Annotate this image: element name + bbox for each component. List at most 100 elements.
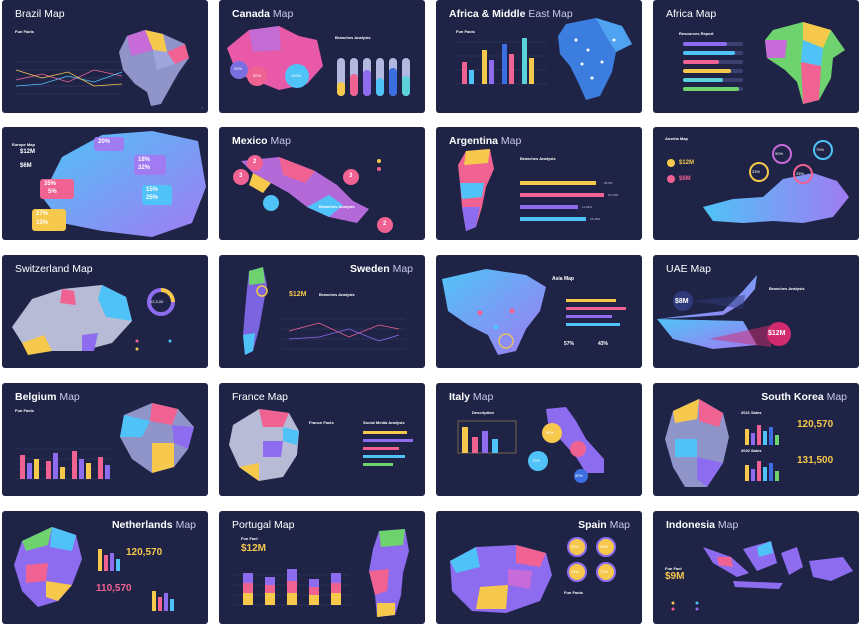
label: Fun Fact bbox=[665, 566, 682, 571]
label: Branches Analysis bbox=[319, 292, 355, 297]
portugal-3d-bars bbox=[233, 529, 409, 617]
pct-label: 90% bbox=[775, 151, 784, 156]
slide-title: Netherlands Map bbox=[111, 519, 196, 531]
europe-map bbox=[32, 131, 206, 237]
count-label: 3 bbox=[349, 173, 353, 179]
slide-france[interactable]: France Map France Facts Social Media Ana… bbox=[219, 383, 425, 496]
slide-argentina[interactable]: Argentina Map Branches Analysis 25.5% 51… bbox=[436, 127, 642, 240]
slide-title: Italy Map bbox=[449, 391, 494, 403]
count-label: 2 bbox=[253, 159, 257, 165]
sweden-line-chart bbox=[243, 267, 405, 355]
slide-canada[interactable]: Canada Map Branches Analysis 20% 50% 100… bbox=[219, 0, 425, 113]
slide-mexico[interactable]: Mexico Map 2 3 3 2 Branches Analysis bbox=[219, 127, 425, 240]
slide-africa[interactable]: Africa Map Resources Report bbox=[653, 0, 859, 113]
pct-label: 53% bbox=[571, 544, 580, 549]
label: 2022 Sales bbox=[741, 448, 762, 453]
label: Fun Facts bbox=[15, 408, 34, 413]
korea-bar-map bbox=[665, 399, 779, 487]
label: Asia Map bbox=[552, 276, 574, 282]
pct-label: 15% bbox=[146, 187, 159, 193]
label: France Facts bbox=[309, 420, 334, 425]
label: 2021 Sales bbox=[741, 410, 762, 415]
pct-label: 60% bbox=[546, 430, 555, 435]
austria-map bbox=[667, 140, 849, 223]
pct-label: 75% bbox=[816, 147, 825, 152]
slide-portugal[interactable]: Portugal Map Fun Fact $12M bbox=[219, 511, 425, 624]
big-value: $12M bbox=[289, 291, 307, 298]
slide-asia[interactable]: Asia Map 57% 43% bbox=[436, 255, 642, 368]
pct-label: 40% bbox=[575, 473, 584, 478]
pct-label: 25% bbox=[796, 171, 805, 176]
slide-sweden[interactable]: Sweden Map $12M Branches Analysis bbox=[219, 255, 425, 368]
slide-netherlands[interactable]: Netherlands Map 120,570 110,570 bbox=[2, 511, 208, 624]
argentina-bar-map bbox=[458, 149, 604, 231]
slide-switzerland[interactable]: Switzerland Map 12,3,00 bbox=[2, 255, 208, 368]
slide-europe[interactable]: Europe Map $12M $6M 20% 18% 32% 35% 5% 1… bbox=[2, 127, 208, 240]
big-value: $9M bbox=[665, 571, 685, 582]
big-value: $12M bbox=[241, 543, 267, 554]
france-map bbox=[229, 409, 413, 481]
slide-italy[interactable]: Italy Map Description 60% 70% 40% bbox=[436, 383, 642, 496]
slide-south-korea[interactable]: South Korea Map 2021 Sales 2022 Sales 12… bbox=[653, 383, 859, 496]
label: Branches Analysis bbox=[520, 156, 556, 161]
label: Austria Map bbox=[665, 136, 688, 141]
pct-label: 75% bbox=[600, 569, 609, 574]
slide-title: Argentina Map bbox=[449, 135, 522, 147]
slide-brazil[interactable]: Brazil Map Fun Facts 2 bbox=[2, 0, 208, 113]
canada-infographic bbox=[227, 26, 410, 96]
spain-map bbox=[450, 537, 616, 613]
pct-label: 20% bbox=[98, 139, 111, 145]
pct-label: 27% bbox=[36, 211, 49, 217]
pct-label: 32% bbox=[138, 165, 151, 171]
bar-chart bbox=[337, 58, 410, 96]
slide-title: South Korea Map bbox=[761, 391, 847, 403]
bars-2022 bbox=[745, 461, 779, 481]
slide-title: Sweden Map bbox=[349, 263, 413, 275]
label: Description bbox=[472, 410, 495, 415]
pct-label: 5% bbox=[48, 189, 57, 195]
bars-top bbox=[98, 549, 120, 571]
pct-label: 25% bbox=[571, 569, 580, 574]
uae-map bbox=[657, 275, 791, 349]
slide-indonesia[interactable]: Indonesia Map Fun Fact $9M bbox=[653, 511, 859, 624]
pct-label: 11.24% bbox=[582, 205, 592, 209]
pct-label: 50% bbox=[253, 73, 262, 78]
slide-title: Indonesia Map bbox=[666, 519, 739, 531]
pct-label: 33% bbox=[752, 169, 761, 174]
slide-spain[interactable]: Spain Map 53% 50% 25% 75% Fun Facts bbox=[436, 511, 642, 624]
slide-title: Africa Map bbox=[666, 8, 717, 20]
pct-label: 25.5% bbox=[604, 181, 613, 185]
bars-2021 bbox=[745, 425, 779, 445]
slide-austria[interactable]: Austria Map $12M $6M 90% 75% 25% 33% bbox=[653, 127, 859, 240]
label: Social Media Analysis bbox=[363, 420, 405, 425]
slide-title: Brazil Map bbox=[15, 8, 65, 20]
italy-bar-map bbox=[457, 407, 604, 483]
label: Fun Facts bbox=[456, 29, 475, 34]
big-value: $12M bbox=[20, 149, 36, 155]
slide-title: Mexico Map bbox=[232, 135, 291, 147]
big-value: $8M bbox=[675, 298, 689, 305]
label: Branches Analysis bbox=[319, 204, 355, 209]
pct-label: 100% bbox=[291, 73, 302, 78]
label: Branches Analysis bbox=[335, 35, 371, 40]
pct-label: 20% bbox=[234, 66, 243, 71]
donut-center-value: 12,3,00 bbox=[150, 299, 164, 304]
count-label: 2 bbox=[383, 221, 387, 227]
slide-belgium[interactable]: Belgium Map Fun Facts bbox=[2, 383, 208, 496]
big-value: $6M bbox=[679, 176, 691, 182]
map-shape bbox=[119, 30, 189, 106]
slide-title: France Map bbox=[232, 391, 289, 403]
slide-title: Portugal Map bbox=[232, 519, 295, 531]
indonesia-map bbox=[671, 541, 853, 611]
mexico-map bbox=[233, 155, 393, 233]
label: Fun Facts bbox=[15, 29, 34, 34]
pct-label: 50% bbox=[600, 544, 609, 549]
label: Branches Analysis bbox=[769, 286, 805, 291]
big-value: $12M bbox=[768, 330, 786, 337]
big-value: 131,500 bbox=[797, 455, 834, 466]
pct-label: 51.13% bbox=[608, 193, 619, 197]
slide-uae[interactable]: UAE Map $8M $12M Branches Analysis bbox=[653, 255, 859, 368]
slide-africa-middle-east[interactable]: Africa & Middle East Map Fun Facts bbox=[436, 0, 642, 113]
pct-label: 70% bbox=[532, 458, 541, 463]
